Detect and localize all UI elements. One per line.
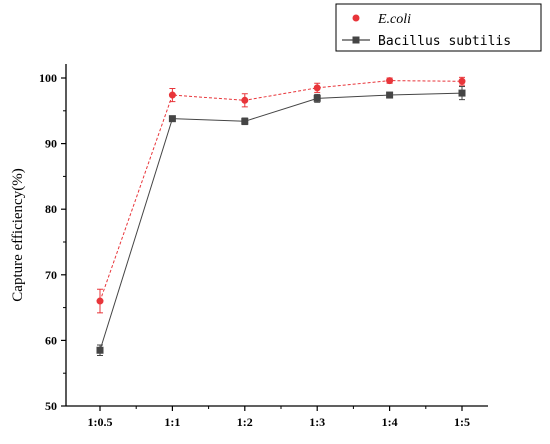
data-point-0-1 bbox=[168, 91, 176, 99]
y-tick-label-60: 60 bbox=[45, 333, 57, 347]
plot-area: Capture efficiency(%) 50 60 70 80 90 100 1:0.… bbox=[10, 64, 488, 429]
x-tick-label-1: 1:1 bbox=[164, 415, 180, 429]
data-point-0-5 bbox=[458, 77, 466, 85]
legend: E.coli Bacillus subtilis bbox=[335, 3, 542, 52]
data-point-0-3 bbox=[313, 84, 321, 92]
series-0 bbox=[96, 76, 466, 314]
x-axis-ticks: 1:0.5 1:1 1:2 1:3 1:4 1:5 bbox=[88, 406, 470, 429]
data-point-1-3 bbox=[313, 94, 321, 102]
y-tick-label-50: 50 bbox=[45, 399, 57, 413]
series-line-0 bbox=[99, 80, 463, 302]
x-tick-label-3: 1:3 bbox=[309, 415, 325, 429]
y-tick-label-90: 90 bbox=[45, 137, 57, 151]
series-1 bbox=[96, 86, 466, 356]
x-tick-label-4: 1:4 bbox=[382, 415, 398, 429]
legend-marker-bacillus bbox=[352, 36, 360, 44]
y-tick-label-80: 80 bbox=[45, 202, 57, 216]
legend-marker-ecoli bbox=[352, 14, 360, 22]
data-point-0-2 bbox=[241, 96, 249, 104]
data-point-1-4 bbox=[386, 91, 394, 99]
x-tick-label-2: 1:2 bbox=[237, 415, 253, 429]
data-point-0-0 bbox=[96, 297, 104, 305]
x-tick-label-0: 1:0.5 bbox=[88, 415, 113, 429]
data-point-1-2 bbox=[241, 117, 249, 125]
legend-box bbox=[335, 3, 542, 52]
y-tick-label-100: 100 bbox=[39, 71, 57, 85]
y-tick-label-70: 70 bbox=[45, 268, 57, 282]
y-axis-title: Capture efficiency(%) bbox=[10, 168, 26, 301]
legend-label-ecoli: E.coli bbox=[377, 12, 411, 27]
x-tick-label-5: 1:5 bbox=[454, 415, 470, 429]
series-line-1 bbox=[99, 92, 463, 351]
data-point-1-0 bbox=[96, 346, 104, 354]
legend-label-bacillus: Bacillus subtilis bbox=[378, 34, 511, 49]
data-point-1-1 bbox=[168, 115, 176, 123]
y-axis-ticks: 50 60 70 80 90 100 bbox=[39, 71, 66, 413]
data-point-1-5 bbox=[458, 89, 466, 97]
data-point-0-4 bbox=[386, 77, 394, 85]
series-layer bbox=[96, 76, 466, 356]
